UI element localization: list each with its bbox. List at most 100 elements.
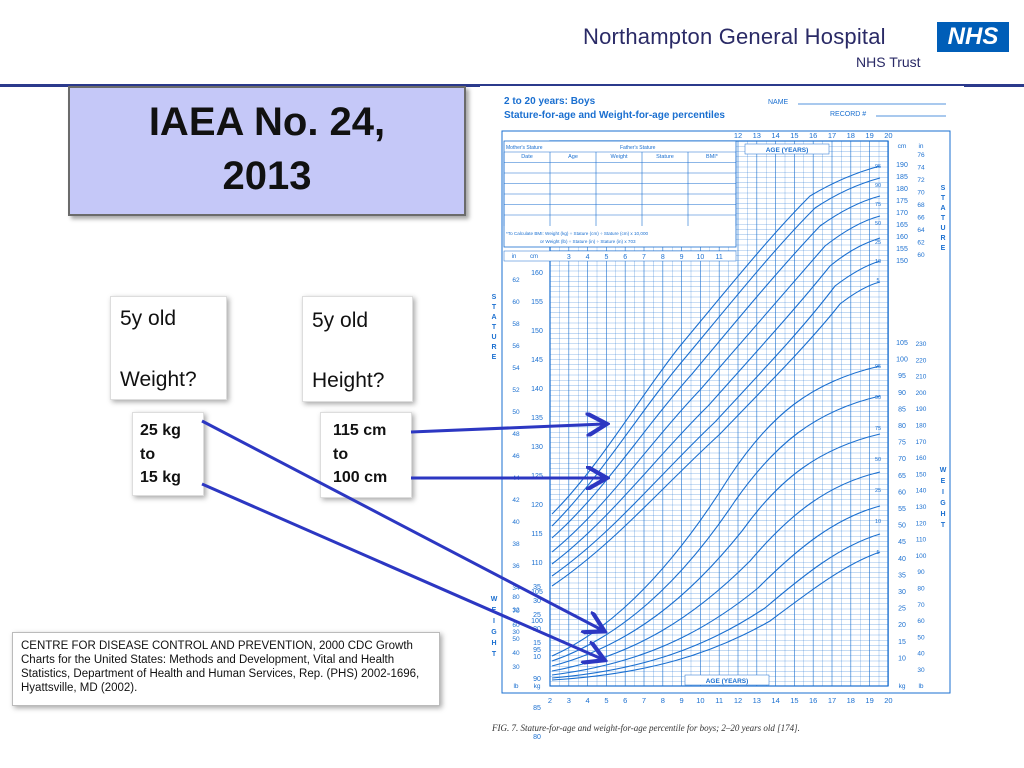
left-cm-tick: 115 (531, 531, 542, 538)
left-cm-tick: 95 (533, 647, 541, 654)
right-lb-tick: 180 (916, 423, 927, 430)
bottom-age-tick: 7 (642, 696, 646, 705)
left-lb-tick: 50 (512, 636, 520, 643)
right-in-tick: 70 (917, 190, 925, 197)
stature-percentile-label: 90 (875, 183, 881, 189)
right-lb-tick: 160 (916, 455, 927, 462)
table-header-cell: Weight (610, 154, 627, 160)
right-in-tick: 60 (917, 252, 925, 259)
left-in-tick: 46 (512, 453, 520, 460)
left-in-tick: 48 (512, 431, 520, 438)
left-lb-tick: 60 (512, 622, 520, 629)
weight-percentile-curve (551, 551, 881, 681)
height-question-card: 5y old Height? (302, 296, 413, 402)
bottom-age-tick: 11 (715, 696, 723, 705)
right-stature-letter: E (941, 245, 946, 252)
weight-percentile-label: 95 (875, 364, 881, 370)
right-lb-tick: 120 (916, 520, 927, 527)
left-cm-tick: 130 (531, 444, 543, 451)
weight-percentile-label: 25 (875, 488, 881, 494)
right-weight-letter: T (941, 522, 946, 529)
growth-chart-svg: 2 to 20 years: Boys Stature-for-age and … (491, 96, 951, 741)
right-weight-letter: G (940, 500, 946, 507)
growth-chart: 2 to 20 years: Boys Stature-for-age and … (480, 86, 964, 742)
weight-percentile-curve (551, 365, 881, 657)
height-range-to: to (333, 446, 349, 463)
chart-caption: FIG. 7. Stature-for-age and weight-for-a… (491, 723, 800, 733)
right-cm-tick: 175 (896, 198, 908, 205)
left-in-tick: 44 (512, 475, 520, 482)
right-stature-letter: T (941, 215, 946, 222)
top-age-tick: 15 (790, 131, 798, 140)
table-header-cell: BMI* (706, 154, 719, 160)
weight-range-to: to (140, 446, 156, 463)
citation-box: CENTRE FOR DISEASE CONTROL AND PREVENTIO… (12, 632, 440, 706)
right-lb-tick: 100 (916, 553, 927, 560)
left-cm-tick: 80 (533, 734, 541, 741)
weight-percentile-label: 90 (875, 395, 881, 401)
stature-percentile-label: 95 (875, 164, 881, 170)
bottom-age-tick: 4 (586, 696, 590, 705)
weight-card-age: 5y old (120, 307, 177, 330)
height-range-high: 115 cm (333, 422, 387, 439)
right-lb-tick: 40 (917, 651, 925, 658)
bottom-age-tick: 20 (884, 696, 892, 705)
left-weight-letter: T (492, 651, 497, 658)
right-lb-tick: 50 (917, 634, 925, 641)
trust-name: NHS Trust (856, 54, 921, 70)
bottom-age-tick: 2 (548, 696, 552, 705)
right-kg-tick: 85 (898, 406, 906, 413)
table-header-cell: Stature (656, 154, 674, 160)
title-line-1: IAEA No. 24, (148, 100, 386, 144)
left-stature-letter: U (491, 334, 496, 341)
right-lb-tick: 210 (916, 374, 927, 381)
left-cm-tick: 145 (531, 357, 543, 364)
right-lb-tick: 150 (916, 471, 927, 478)
left-weight-letter: E (492, 607, 497, 614)
right-kg-tick: 40 (898, 556, 906, 563)
left-cm-tick: 135 (531, 415, 543, 422)
right-kg-tick: 45 (898, 539, 906, 546)
inner-age-tick: 11 (716, 254, 723, 261)
right-kg-tick: 75 (898, 440, 906, 447)
bottom-age-tick: 8 (661, 696, 665, 705)
right-lb-tick: 90 (917, 569, 925, 576)
right-cm-tick: 185 (896, 174, 908, 181)
right-kg-tick: 90 (898, 390, 906, 397)
inner-age-tick: 4 (586, 254, 590, 261)
left-in-tick: 50 (512, 409, 520, 416)
weight-percentile-curve (551, 395, 881, 662)
left-cm-tick: 110 (531, 560, 542, 567)
left-stature-letter: T (492, 324, 497, 331)
right-kg-tick: 30 (898, 589, 906, 596)
right-lb-tick: 140 (916, 488, 927, 495)
weight-percentile-label: 50 (875, 457, 881, 463)
stature-percentile-label: 10 (875, 259, 881, 265)
bottom-age-tick: 6 (623, 696, 627, 705)
left-kg-tick: 10 (533, 654, 541, 661)
right-lb-tick: 190 (916, 406, 927, 413)
inner-age-tick: 9 (680, 254, 684, 261)
left-in-tick: 36 (512, 563, 520, 570)
right-in-tick: 72 (917, 177, 925, 184)
right-kg-tick: 95 (898, 373, 906, 380)
top-age-tick: 12 (734, 131, 742, 140)
right-cm-tick: 150 (896, 258, 908, 265)
bottom-age-tick: 10 (696, 696, 704, 705)
left-stature-letter: E (492, 354, 497, 361)
right-stature-letter: U (940, 225, 945, 232)
left-weight-letter: H (491, 640, 496, 647)
height-card-question: Height? (312, 369, 385, 392)
left-cm-tick: 160 (531, 270, 543, 277)
mothers-stature-label: Mother's Stature (506, 145, 543, 151)
stature-percentile-curve (551, 195, 881, 539)
weight-percentile-curve (551, 433, 881, 667)
citation-text: CENTRE FOR DISEASE CONTROL AND PREVENTIO… (21, 640, 420, 694)
left-in-tick: 54 (512, 365, 520, 372)
right-weight-letter: H (940, 511, 945, 518)
right-kg-tick: 70 (898, 456, 906, 463)
left-lb-tick: 40 (512, 650, 520, 657)
height-range-card: 115 cm to 100 cm (320, 412, 412, 498)
stature-percentile-curve (551, 281, 881, 587)
age-years-label-bottom: AGE (YEARS) (706, 678, 749, 685)
